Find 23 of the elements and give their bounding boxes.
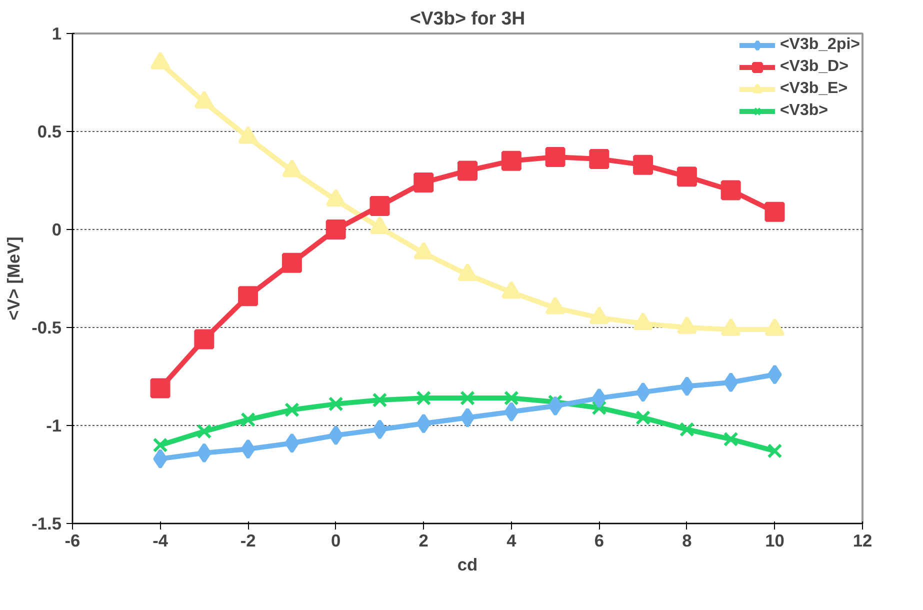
legend-label: <V3b_E> <box>780 80 848 98</box>
legend-label: <V3b_D> <box>780 58 848 76</box>
chart-title: <V3b> for 3H <box>410 8 526 28</box>
y-axis-title: <V> [MeV] <box>4 236 24 320</box>
y-tick-label: 1 <box>52 24 62 44</box>
y-tick-label: 0 <box>52 220 62 240</box>
x-tick-label: 10 <box>765 530 784 550</box>
x-tick-label: 0 <box>331 530 341 550</box>
x-tick-label: 8 <box>682 530 692 550</box>
x-tick-label: -2 <box>240 530 256 550</box>
y-tick-label: 0.5 <box>37 122 62 142</box>
x-tick-label: 6 <box>594 530 604 550</box>
y-tick-label: -1.5 <box>32 514 62 534</box>
x-axis-title: cd <box>457 554 478 574</box>
legend-label: <V3b> <box>780 102 828 120</box>
y-tick-label: -1 <box>46 416 62 436</box>
x-tick-label: 4 <box>506 530 517 550</box>
x-tick-label: 2 <box>418 530 428 550</box>
x-tick-label: -4 <box>152 530 168 550</box>
legend-label: <V3b_2pi> <box>780 36 860 54</box>
x-tick-label: -6 <box>64 530 81 550</box>
y-tick-label: -0.5 <box>32 318 62 338</box>
x-tick-label: 12 <box>852 530 872 550</box>
